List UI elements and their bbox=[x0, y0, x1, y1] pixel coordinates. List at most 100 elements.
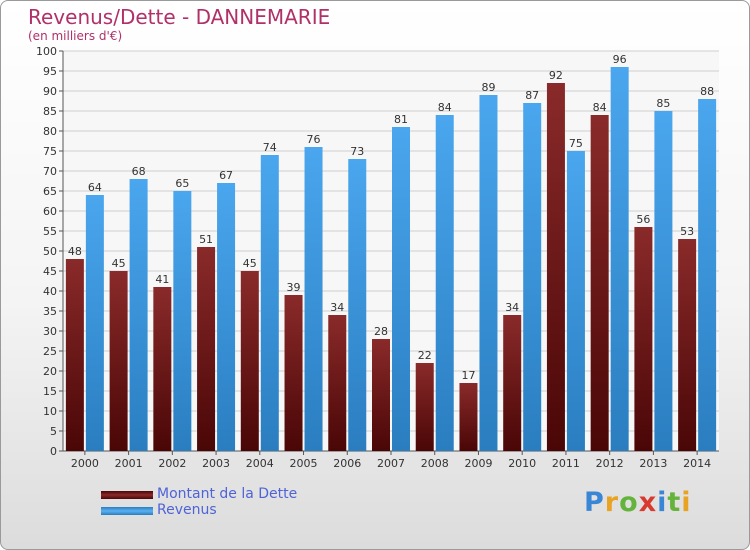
y-tick-label: 95 bbox=[43, 65, 57, 78]
x-tick-label: 2000 bbox=[71, 457, 99, 470]
bar-debt bbox=[153, 287, 172, 451]
data-label: 45 bbox=[112, 257, 126, 270]
x-tick-label: 2005 bbox=[290, 457, 318, 470]
y-tick-label: 100 bbox=[36, 45, 57, 58]
bar-revenus bbox=[479, 95, 498, 451]
x-tick-label: 2001 bbox=[115, 457, 143, 470]
bar-revenus bbox=[260, 155, 279, 451]
x-tick-label: 2009 bbox=[464, 457, 492, 470]
bar-debt bbox=[459, 383, 478, 451]
bar-debt bbox=[197, 247, 216, 451]
legend-label-debt: Montant de la Dette bbox=[157, 486, 298, 502]
y-tick-label: 50 bbox=[43, 245, 57, 258]
x-tick-label: 2014 bbox=[683, 457, 711, 470]
x-tick-label: 2007 bbox=[377, 457, 405, 470]
data-label: 67 bbox=[219, 169, 233, 182]
logo-letter: o bbox=[619, 487, 639, 518]
data-label: 81 bbox=[394, 113, 408, 126]
data-label: 53 bbox=[680, 225, 694, 238]
chart-title: Revenus/Dette - DANNEMARIE bbox=[28, 5, 331, 29]
x-tick-label: 2008 bbox=[421, 457, 449, 470]
bar-debt bbox=[328, 315, 347, 451]
data-label: 34 bbox=[330, 301, 344, 314]
logo-letter: P bbox=[584, 487, 605, 518]
data-label: 96 bbox=[613, 53, 627, 66]
legend-swatch-revenus bbox=[101, 507, 153, 515]
x-tick-label: 2004 bbox=[246, 457, 274, 470]
y-tick-label: 60 bbox=[43, 205, 57, 218]
x-tick-label: 2012 bbox=[596, 457, 624, 470]
data-label: 68 bbox=[132, 165, 146, 178]
data-label: 48 bbox=[68, 245, 82, 258]
x-tick-label: 2003 bbox=[202, 457, 230, 470]
bar-debt bbox=[415, 363, 434, 451]
bar-revenus bbox=[348, 159, 367, 451]
data-label: 41 bbox=[155, 273, 169, 286]
bar-debt bbox=[372, 339, 390, 451]
bar-debt bbox=[65, 259, 84, 451]
bar-revenus bbox=[566, 151, 585, 451]
y-tick-label: 90 bbox=[43, 85, 57, 98]
data-label: 64 bbox=[88, 181, 102, 194]
data-label: 75 bbox=[569, 137, 583, 150]
y-tick-label: 30 bbox=[43, 325, 57, 338]
data-label: 88 bbox=[700, 85, 714, 98]
bar-revenus bbox=[304, 147, 323, 451]
data-label: 51 bbox=[199, 233, 213, 246]
bar-debt bbox=[590, 115, 609, 451]
legend-swatch-debt bbox=[101, 491, 153, 499]
legend-label-revenus: Revenus bbox=[157, 502, 217, 518]
bar-revenus bbox=[85, 195, 104, 451]
data-label: 34 bbox=[505, 301, 519, 314]
y-tick-label: 25 bbox=[43, 345, 57, 358]
data-label: 74 bbox=[263, 141, 277, 154]
bar-revenus bbox=[217, 183, 236, 451]
y-tick-label: 70 bbox=[43, 165, 57, 178]
y-tick-label: 75 bbox=[43, 145, 57, 158]
x-tick-label: 2010 bbox=[508, 457, 536, 470]
bar-revenus bbox=[698, 99, 717, 451]
bar-revenus bbox=[610, 67, 629, 451]
logo-letter: t bbox=[667, 487, 682, 518]
bar-debt bbox=[240, 271, 259, 451]
y-tick-label: 0 bbox=[50, 445, 57, 458]
data-label: 87 bbox=[525, 89, 539, 102]
y-tick-label: 55 bbox=[43, 225, 57, 238]
y-tick-label: 15 bbox=[43, 385, 57, 398]
data-label: 45 bbox=[243, 257, 257, 270]
x-tick-label: 2002 bbox=[158, 457, 186, 470]
y-tick-label: 10 bbox=[43, 405, 57, 418]
data-label: 89 bbox=[481, 81, 495, 94]
bar-debt bbox=[634, 227, 653, 451]
y-tick-label: 35 bbox=[43, 305, 57, 318]
bar-revenus bbox=[129, 179, 148, 451]
bar-revenus bbox=[173, 191, 192, 451]
y-tick-label: 45 bbox=[43, 265, 57, 278]
data-label: 92 bbox=[549, 69, 563, 82]
bar-debt bbox=[503, 315, 522, 451]
bar-revenus bbox=[435, 115, 454, 451]
data-label: 84 bbox=[593, 101, 607, 114]
data-label: 17 bbox=[461, 369, 475, 382]
x-tick-label: 2013 bbox=[639, 457, 667, 470]
y-tick-label: 40 bbox=[43, 285, 57, 298]
data-label: 56 bbox=[636, 213, 650, 226]
data-label: 76 bbox=[307, 133, 321, 146]
bar-revenus bbox=[392, 127, 410, 451]
logo-letter: r bbox=[604, 487, 620, 518]
data-label: 22 bbox=[418, 349, 432, 362]
y-tick-label: 80 bbox=[43, 125, 57, 138]
x-tick-label: 2006 bbox=[333, 457, 361, 470]
bar-debt bbox=[284, 295, 303, 451]
chart-subtitle: (en milliers d'€) bbox=[28, 29, 123, 43]
data-label: 39 bbox=[287, 281, 301, 294]
proxiti-logo: Proxiti bbox=[584, 487, 692, 518]
bar-debt bbox=[678, 239, 697, 451]
y-tick-label: 20 bbox=[43, 365, 57, 378]
data-label: 73 bbox=[350, 145, 364, 158]
bar-revenus bbox=[523, 103, 542, 451]
y-tick-label: 5 bbox=[50, 425, 57, 438]
data-label: 85 bbox=[656, 97, 670, 110]
